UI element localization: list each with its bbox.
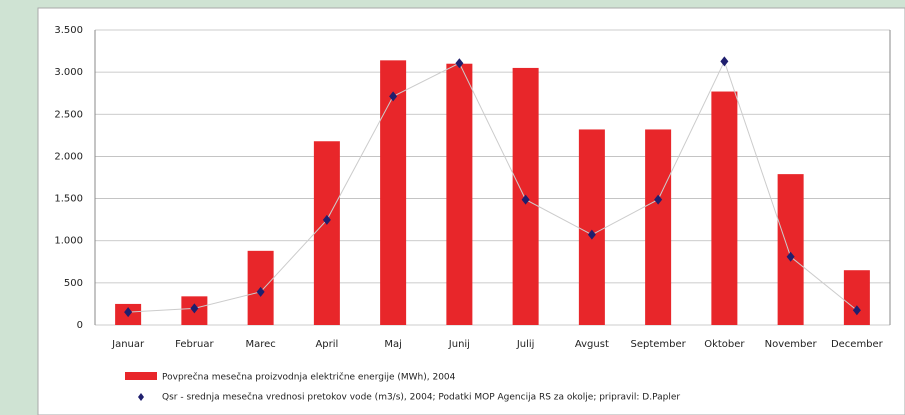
x-tick-label: Januar: [111, 339, 145, 350]
marker: [322, 214, 331, 225]
bar: [313, 141, 340, 325]
x-tick-label: December: [831, 339, 884, 350]
x-tick-label: Oktober: [704, 339, 745, 350]
legend-label: Povprečna mesečna proizvodnja električne…: [162, 372, 456, 383]
marker: [455, 58, 464, 69]
x-tick-label: Junij: [448, 339, 470, 350]
x-tick-label: Maj: [384, 339, 402, 350]
bar: [843, 270, 870, 325]
marker: [124, 307, 133, 318]
y-tick-label: 0: [77, 320, 83, 331]
marker: [852, 305, 861, 316]
marker: [521, 194, 530, 205]
marker: [256, 286, 265, 297]
bar: [711, 91, 738, 326]
y-tick-label: 2.000: [54, 151, 83, 162]
x-tick-label: September: [630, 339, 686, 350]
marker: [786, 251, 795, 262]
y-tick-label: 500: [64, 278, 83, 289]
x-tick-label: April: [315, 339, 338, 350]
y-tick-label: 3.500: [54, 25, 83, 36]
bar: [578, 129, 605, 325]
y-tick-label: 1.500: [54, 194, 83, 205]
bar: [777, 174, 804, 325]
line: [128, 60, 858, 313]
marker: [720, 56, 729, 67]
marker: [654, 194, 663, 205]
x-tick-label: Julij: [516, 339, 535, 350]
x-tick-label: Avgust: [575, 339, 609, 350]
y-tick-label: 1.000: [54, 236, 83, 247]
legend-marker: [138, 393, 144, 401]
x-tick-label: November: [765, 339, 818, 350]
marker: [389, 91, 398, 102]
bar: [380, 60, 407, 325]
bar: [645, 129, 672, 325]
x-tick-label: Februar: [175, 339, 214, 350]
legend-swatch: [125, 372, 157, 380]
y-tick-label: 3.000: [54, 67, 83, 78]
marker: [190, 303, 199, 314]
legend-label: Qsr - srednja mesečna vrednosi pretokov …: [162, 392, 680, 403]
y-tick-label: 2.500: [54, 109, 83, 120]
bar: [446, 63, 473, 325]
marker: [587, 229, 596, 240]
x-tick-label: Marec: [245, 339, 275, 350]
